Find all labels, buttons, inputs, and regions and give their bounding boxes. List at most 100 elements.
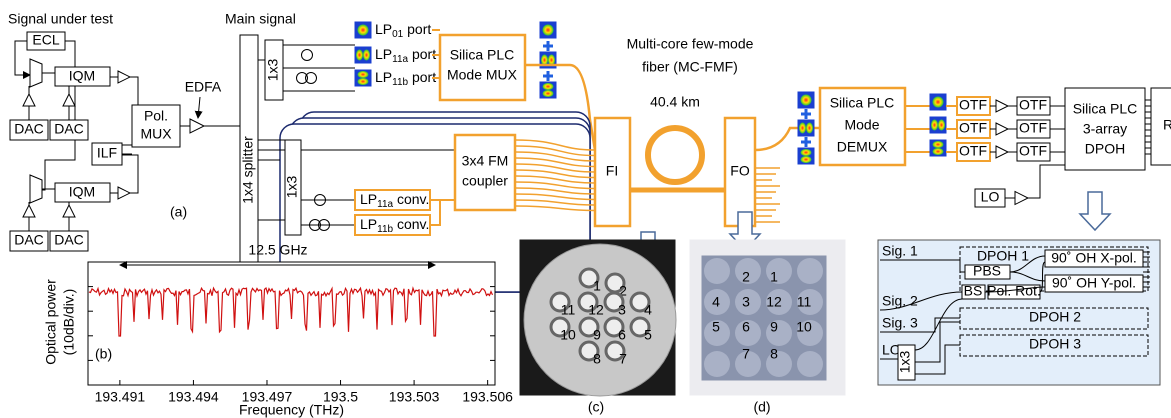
amplifier [22,92,36,107]
x-tick-label: 193.494 [168,389,219,405]
label: FI [606,163,618,179]
label: EDFA [185,79,222,95]
core [578,316,600,338]
core-number: 8 [770,346,778,362]
box [284,139,302,236]
label: Sig. 1 [882,243,918,259]
mode-spot [357,71,369,78]
fiber-coil [301,49,313,61]
core-number: 3 [618,302,626,318]
core [797,351,823,377]
panel-label: (b) [95,346,112,362]
box [453,133,517,212]
core-number: 5 [644,327,652,343]
core [797,258,823,284]
core [704,351,730,377]
core-number: 1 [770,269,778,285]
text-base: LP [375,46,392,62]
amplifier [22,203,36,218]
label: OTF [959,97,987,113]
box [959,334,1149,357]
label: OTF [1019,120,1047,136]
box [1064,87,1146,171]
amplifier [995,122,1010,136]
label: LO [981,189,1000,205]
annotation: 12.5 GHz [248,242,307,258]
box [818,86,907,167]
spectrum-trace [88,286,494,337]
connector [879,261,1046,311]
box [1044,249,1144,268]
label: Pol. [144,108,168,124]
mode-spot [548,54,555,66]
label: DAC [54,232,84,248]
plus-sign [543,71,553,81]
box [959,307,1149,330]
mode-spot [356,49,363,61]
core [766,258,792,284]
y-axis-label: (10dB/div.) [61,289,77,356]
label: 40.4 km [650,94,700,110]
mode-spot [363,49,370,61]
label: DPOH 2 [1029,309,1081,325]
core-number: 7 [742,346,750,362]
core [704,320,730,346]
core [735,258,761,284]
fiber-coil [305,72,317,84]
connector [880,298,963,375]
connector [514,175,596,184]
connector [525,63,597,151]
panel-label: (c) [588,399,604,415]
label: BS [964,283,983,299]
core-number: 2 [619,283,627,299]
text-rest: port [408,69,436,85]
label: Multi-core few-mode [627,36,754,52]
modulator [29,58,43,88]
connector [514,169,596,179]
core [797,289,823,315]
mode-spot [357,78,369,85]
mode-spot [932,148,944,155]
panel-label: (d) [753,399,770,415]
connector [514,151,596,162]
connector [880,255,1046,282]
amplifier [117,70,132,84]
mode-spot [932,141,944,148]
label: DAC [14,232,44,248]
amplifier [117,186,132,200]
label: ILF [97,145,117,161]
core-number: 10 [560,327,576,343]
label: DPOH 1 [977,248,1029,264]
text-base: LP [360,191,377,207]
connector [42,72,118,78]
core [766,351,792,377]
label: fiber (MC-FMF) [642,59,738,75]
fiber-coil [296,72,308,84]
fiber-cladding [523,243,677,397]
mode-spot [541,54,548,66]
connector [514,157,596,168]
text-subscript: 01 [392,29,404,40]
modulator [29,174,43,204]
core [604,340,626,362]
label: MUX [140,126,172,142]
box [1044,274,1144,293]
mode-spot [800,156,812,163]
label: OTF [959,120,987,136]
label: DPOH [1085,141,1125,157]
core-number: 1 [593,278,601,294]
core-number: 11 [561,302,576,318]
mode-spot [799,122,806,134]
core-number: 10 [796,319,812,335]
label: Rx [1163,117,1171,133]
label: OTF [1019,97,1047,113]
label: LP11b port [375,69,436,88]
x-tick-label: 193.506 [462,389,513,405]
core [766,289,792,315]
amplifier [995,145,1010,159]
core-number: 3 [742,294,750,310]
label: Sig. 3 [882,315,918,331]
amplifier [1014,190,1030,206]
text-subscript: 11a [392,54,408,65]
core [735,351,761,377]
